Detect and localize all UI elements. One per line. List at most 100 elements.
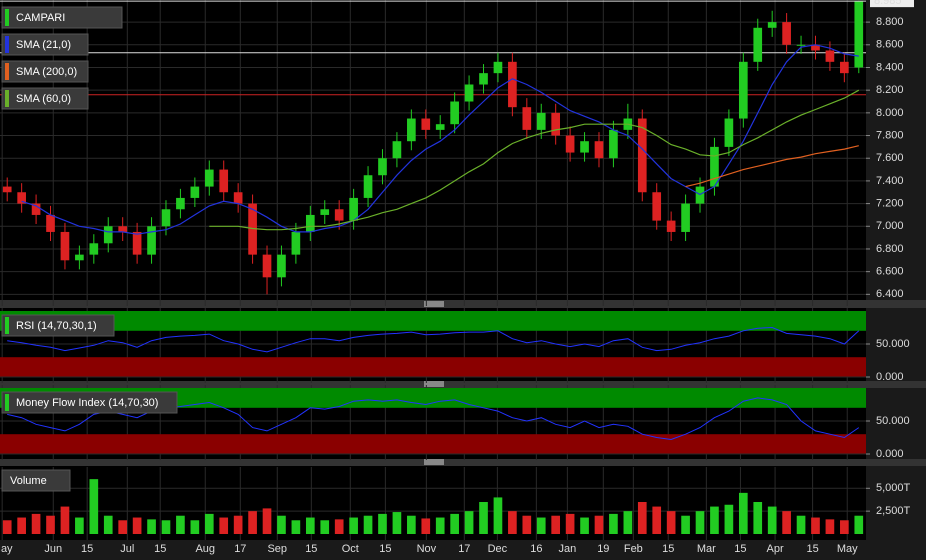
volume-bar bbox=[450, 513, 459, 534]
candle-body bbox=[580, 141, 589, 153]
candle-body bbox=[407, 118, 416, 142]
separator bbox=[0, 300, 926, 308]
volume-bar bbox=[132, 517, 142, 534]
volume-bar bbox=[204, 513, 214, 534]
oversold-band bbox=[0, 434, 866, 454]
resize-handle[interactable] bbox=[424, 301, 444, 465]
volume-bar bbox=[551, 515, 561, 534]
legend-swatch bbox=[5, 9, 9, 26]
x-tick-label: Aug bbox=[195, 543, 215, 555]
candle-body bbox=[277, 254, 286, 278]
x-tick-label: Jun bbox=[44, 543, 62, 555]
y-tick-label: 8.400 bbox=[876, 61, 904, 73]
candle-body bbox=[190, 186, 200, 198]
volume-bar bbox=[190, 520, 200, 534]
volume-bar bbox=[392, 512, 402, 534]
candle-body bbox=[450, 101, 459, 125]
x-tick-label: Dec bbox=[488, 543, 508, 555]
plot-layer: May Jun 15 Jul 15 Aug 17 Sep 15 Oct 15 Nov 17 Dec 16 Ja… bbox=[0, 0, 914, 555]
y-tick-label: 6.400 bbox=[876, 288, 904, 300]
volume-bar bbox=[753, 502, 763, 534]
legend-label: SMA (60,0) bbox=[16, 93, 71, 105]
x-tick-label: 15 bbox=[734, 543, 746, 555]
candle-body bbox=[17, 192, 26, 204]
sma-line bbox=[209, 89, 860, 231]
volume-bar bbox=[594, 515, 604, 534]
time-axis-area bbox=[0, 540, 926, 560]
volume-bar bbox=[811, 517, 820, 534]
x-tick-label: Oct bbox=[342, 543, 359, 555]
y-tick-label: 50.000 bbox=[876, 338, 910, 350]
volume-bar bbox=[421, 518, 431, 534]
y-tick-label: 7.400 bbox=[876, 175, 904, 187]
y-tick-label: 0.000 bbox=[876, 371, 904, 383]
legend-box bbox=[1, 87, 89, 110]
candle-body bbox=[262, 254, 272, 278]
candle-body bbox=[46, 214, 55, 232]
x-tick-label: May bbox=[0, 543, 13, 555]
x-tick-label: Mar bbox=[697, 543, 716, 555]
sma-line bbox=[21, 44, 859, 235]
volume-bar bbox=[840, 520, 849, 534]
candle-body bbox=[609, 129, 618, 159]
y-tick-label: 2,500T bbox=[876, 505, 911, 517]
legend-swatch bbox=[5, 63, 9, 80]
volume-bar bbox=[479, 502, 488, 534]
candle-body bbox=[118, 226, 128, 232]
candle-body bbox=[320, 209, 330, 215]
volume-bar bbox=[349, 517, 358, 534]
last-price-label: 8.985 bbox=[874, 0, 902, 7]
last-price-box bbox=[870, 0, 914, 8]
candle-body bbox=[522, 107, 532, 130]
volume-bar bbox=[147, 519, 156, 534]
volume-bar bbox=[681, 515, 690, 534]
candle-body bbox=[219, 169, 229, 193]
x-tick-label: Jan bbox=[558, 543, 576, 555]
candle-body bbox=[392, 141, 402, 159]
x-tick-label: 15 bbox=[81, 543, 93, 555]
candle-body bbox=[493, 61, 503, 74]
volume-bar bbox=[17, 517, 26, 534]
legend-label: SMA (21,0) bbox=[16, 39, 71, 51]
volume-bar bbox=[493, 497, 503, 534]
legend-label: Money Flow Index (14,70,30) bbox=[16, 397, 158, 409]
candle-body bbox=[565, 135, 575, 153]
volume-bar bbox=[854, 515, 864, 534]
volume-bar bbox=[363, 515, 373, 534]
candle-body bbox=[854, 1, 864, 68]
x-tick-label: May bbox=[837, 543, 858, 555]
volume-bar bbox=[277, 515, 286, 534]
volume-bar bbox=[796, 515, 806, 534]
volume-bar bbox=[46, 515, 55, 534]
candle-body bbox=[681, 203, 690, 232]
y-tick-label: 7.200 bbox=[876, 197, 904, 209]
candle-body bbox=[508, 61, 517, 108]
candle-body bbox=[753, 27, 763, 62]
candle-body bbox=[724, 118, 734, 147]
volume-bar bbox=[334, 519, 344, 534]
volume-bar bbox=[710, 506, 719, 534]
candle-body bbox=[233, 192, 243, 204]
legend-box bbox=[1, 60, 89, 83]
candle-body bbox=[796, 44, 806, 46]
legend-box bbox=[1, 469, 71, 492]
volume-bar bbox=[305, 517, 315, 534]
y-tick-label: 7.000 bbox=[876, 220, 904, 232]
x-tick-label: 15 bbox=[806, 543, 818, 555]
candle-body bbox=[652, 192, 662, 221]
candle-body bbox=[204, 169, 214, 187]
y-tick-label: 7.600 bbox=[876, 152, 904, 164]
candle-body bbox=[637, 118, 647, 193]
candle-body bbox=[334, 209, 344, 221]
candle-body bbox=[435, 124, 445, 130]
x-tick-label: Nov bbox=[417, 543, 437, 555]
x-tick-label: Apr bbox=[767, 543, 784, 555]
volume-bar bbox=[435, 517, 445, 534]
candle-body bbox=[421, 118, 431, 130]
volume-bar bbox=[248, 511, 257, 534]
legend-swatch bbox=[5, 394, 9, 411]
volume-bar bbox=[695, 511, 705, 534]
x-tick-label: 15 bbox=[379, 543, 391, 555]
volume-bar bbox=[508, 511, 517, 534]
separators bbox=[0, 300, 926, 466]
